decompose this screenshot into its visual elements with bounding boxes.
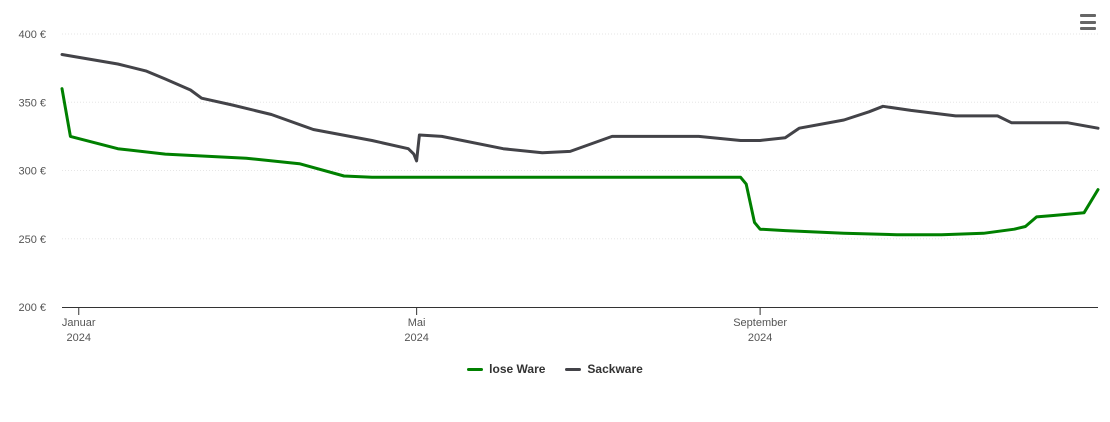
chart-legend: lose Ware Sackware — [0, 362, 1110, 376]
y-tick-label: 250 € — [18, 234, 46, 246]
legend-swatch — [565, 367, 582, 371]
hamburger-menu-icon-bar — [1080, 27, 1096, 30]
y-tick-label: 300 € — [18, 166, 46, 178]
legend-label: Sackware — [587, 362, 643, 376]
series-lines — [60, 53, 1100, 237]
chart-menu-button[interactable] — [1078, 12, 1098, 32]
hamburger-menu-icon-bar — [1080, 20, 1096, 24]
x-tick-label-year: 2024 — [748, 332, 772, 344]
x-axis: Januar 2024 Mai 2024 September 2024 — [62, 307, 1098, 344]
y-axis: 200 € 250 € 300 € 350 € 400 € — [18, 29, 46, 314]
x-tick-label-month: September — [733, 317, 787, 329]
grid-lines — [62, 33, 1098, 240]
x-tick-label-year: 2024 — [67, 332, 91, 344]
legend-item-lose-ware[interactable]: lose Ware — [467, 362, 545, 376]
series-line-sackware[interactable] — [60, 53, 1100, 163]
x-tick-label-month: Mai — [408, 317, 426, 329]
x-tick-label-year: 2024 — [404, 332, 428, 344]
legend-label: lose Ware — [489, 362, 546, 376]
legend-swatch — [467, 367, 484, 371]
x-tick-label-month: Januar — [62, 317, 96, 329]
y-tick-label: 350 € — [18, 97, 46, 109]
series-line-lose-ware[interactable] — [60, 87, 1100, 237]
legend-item-sackware[interactable]: Sackware — [565, 362, 643, 376]
y-tick-label: 400 € — [18, 29, 46, 41]
hamburger-menu-icon — [1080, 14, 1096, 17]
y-tick-label: 200 € — [18, 302, 46, 314]
